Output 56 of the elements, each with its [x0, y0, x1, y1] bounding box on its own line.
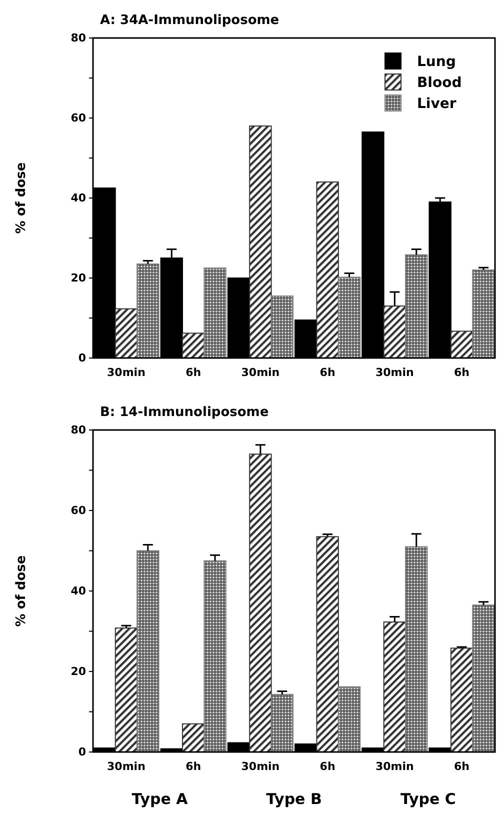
- x-tick-label: 6h: [186, 760, 202, 773]
- x-tick-label: 30min: [241, 366, 280, 379]
- text: Type C: [400, 790, 456, 808]
- bar: [338, 276, 361, 358]
- x-tick-label: 6h: [454, 366, 470, 379]
- text: Type B: [266, 790, 322, 808]
- bar: [249, 126, 272, 358]
- bar: [136, 550, 160, 752]
- bar: [383, 306, 406, 358]
- bar: [204, 560, 226, 752]
- x-tick-label: 30min: [107, 366, 146, 379]
- x-tick-label: 30min: [375, 366, 414, 379]
- bar: [114, 308, 138, 358]
- legend-label: Liver: [417, 96, 456, 112]
- y-tick-label: 20: [70, 665, 86, 678]
- bar: [405, 254, 428, 358]
- y-axis-title: % of dose: [14, 555, 29, 627]
- bar: [136, 264, 160, 358]
- bar: [383, 621, 406, 752]
- x-tick-label: 30min: [107, 760, 146, 773]
- bar: [316, 182, 339, 358]
- bar: [182, 723, 205, 752]
- bar: [450, 330, 474, 358]
- x-tick-label: 6h: [320, 760, 336, 773]
- legend-label: Blood: [417, 75, 462, 91]
- bar: [450, 648, 474, 752]
- x-tick-label: 30min: [241, 760, 280, 773]
- x-tick-label: 6h: [186, 366, 202, 379]
- y-tick-label: 0: [78, 352, 86, 365]
- bar: [472, 604, 495, 752]
- text: Type A: [132, 790, 188, 808]
- bar: [270, 296, 294, 358]
- bar: [182, 332, 205, 358]
- bar: [472, 270, 495, 358]
- bar: [405, 546, 428, 752]
- y-tick-label: 40: [70, 192, 86, 205]
- y-axis-title: % of dose: [14, 162, 29, 234]
- y-tick-label: 60: [70, 112, 86, 125]
- legend-label: Lung: [417, 54, 456, 70]
- bar: [249, 454, 272, 752]
- y-tick-label: 40: [70, 584, 86, 598]
- y-tick-label: 20: [70, 272, 86, 285]
- bar: [338, 686, 361, 752]
- y-tick-label: 80: [70, 32, 86, 45]
- bar: [204, 268, 226, 358]
- bar: [270, 694, 294, 752]
- chart-title: B: 14-Immunoliposome: [100, 405, 269, 420]
- bar: [114, 628, 138, 752]
- x-tick-label: 30min: [375, 760, 414, 773]
- x-tick-label: 6h: [320, 366, 336, 379]
- bar: [316, 536, 339, 752]
- x-tick-label: 6h: [454, 760, 470, 773]
- chart-title: A: 34A-Immunoliposome: [100, 13, 280, 28]
- y-tick-label: 0: [78, 746, 86, 759]
- y-tick-label: 80: [70, 424, 86, 437]
- y-tick-label: 60: [70, 504, 86, 518]
